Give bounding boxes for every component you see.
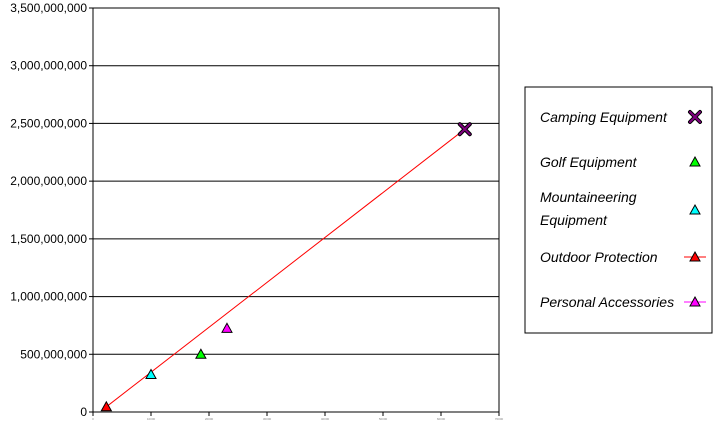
data-point-golf-equipment xyxy=(195,348,207,359)
trend-line-group xyxy=(106,128,466,408)
marker-fill xyxy=(689,111,701,123)
legend-label-line: Mountaineering xyxy=(540,189,637,205)
x-tick-label: 60000 xyxy=(437,417,446,421)
x-tick-label: 30000 xyxy=(263,417,272,421)
y-axis-ticks: 0 500,000,000 1,000,000,000 1,500,000,000 2,… xyxy=(10,1,93,419)
x-tick-label: 10000 xyxy=(147,417,156,421)
legend-label-personal-accessories: Personal Accessories xyxy=(540,294,674,310)
y-tick-label: 1,000,000,000 xyxy=(10,290,87,304)
data-point-camping-equipment xyxy=(457,122,472,137)
legend-label-camping-equipment: Camping Equipment xyxy=(540,109,668,125)
legend-label-outdoor-protection: Outdoor Protection xyxy=(540,249,658,265)
plot-area-frame xyxy=(92,7,500,413)
y-tick-label: 0 xyxy=(80,405,87,419)
trend-line xyxy=(106,128,466,408)
marker-fill xyxy=(458,123,471,136)
legend-label-golf-equipment: Golf Equipment xyxy=(540,154,638,170)
legend-label-mountaineering-equipment: Mountaineering Equipment xyxy=(540,189,637,228)
legend-marker-golf-equipment xyxy=(689,155,701,167)
x-tick-label: 0 xyxy=(92,417,94,421)
x-tick-label: 50000 xyxy=(379,417,388,421)
legend-items: Camping Equipment Golf Equipment Mountaine… xyxy=(540,109,706,310)
y-tick-label: 500,000,000 xyxy=(20,347,87,361)
y-tick-label: 1,500,000,000 xyxy=(10,232,87,246)
y-tick-label: 3,500,000,000 xyxy=(10,1,87,15)
data-point-personal-accessories xyxy=(221,322,233,333)
y-tick-label: 2,000,000,000 xyxy=(10,174,87,188)
legend-marker-mountaineering-equipment xyxy=(689,203,701,215)
data-point-outdoor-protection xyxy=(100,400,113,412)
legend-marker-camping-equipment xyxy=(688,110,702,124)
x-tick-label: 40000 xyxy=(321,417,330,421)
legend-box xyxy=(524,86,713,334)
x-tick-label: 70000 xyxy=(495,417,504,421)
legend: Camping Equipment Golf Equipment Mountaine… xyxy=(524,86,713,334)
data-points xyxy=(100,122,472,412)
y-tick-label: 3,000,000,000 xyxy=(10,59,87,73)
x-tick-label: 20000 xyxy=(205,417,214,421)
gridlines xyxy=(93,65,499,355)
legend-marker-outdoor-protection xyxy=(689,250,701,262)
legend-marker-personal-accessories xyxy=(689,295,701,307)
legend-label-line: Equipment xyxy=(540,212,608,228)
x-axis-ticks: 0 10000 20000 30000 40000 50000 60000 70000 xyxy=(92,412,504,421)
y-tick-label: 2,500,000,000 xyxy=(10,116,87,130)
data-point-mountaineering-equipment xyxy=(145,368,157,379)
